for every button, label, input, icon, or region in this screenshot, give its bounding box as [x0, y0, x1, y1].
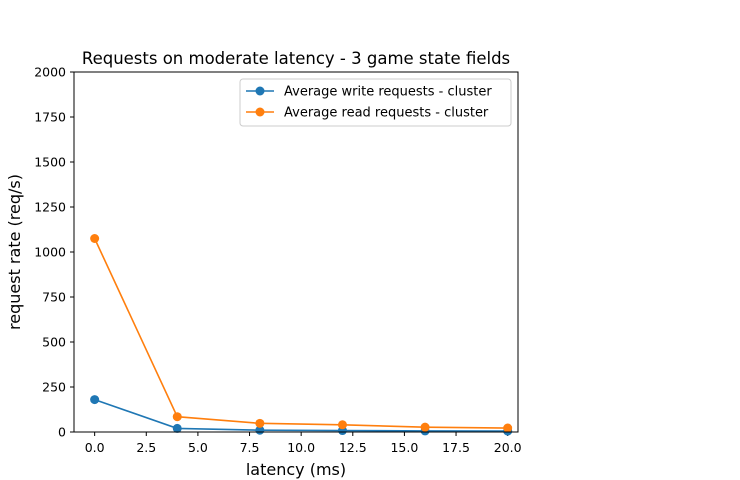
data-point-1 — [255, 418, 265, 428]
legend-box — [239, 78, 512, 127]
data-point-1 — [503, 423, 513, 433]
x-tick-label: 15.0 — [390, 440, 418, 455]
x-tick-label: 5.0 — [188, 440, 208, 455]
data-point-0 — [172, 423, 182, 433]
y-tick-label: 1000 — [34, 245, 66, 260]
legend: Average write requests - cluster Average … — [239, 78, 512, 127]
y-tick-label: 500 — [42, 335, 66, 350]
data-point-1 — [337, 420, 347, 430]
x-tick-label: 0.0 — [85, 440, 105, 455]
x-axis-title: latency (ms) — [246, 460, 346, 479]
series-layer — [90, 234, 513, 436]
data-point-1 — [90, 234, 100, 243]
legend-label: Average read requests - cluster — [284, 106, 489, 121]
y-tick-label: 250 — [42, 380, 66, 395]
data-point-1 — [172, 412, 182, 422]
y-tick-label: 0 — [58, 425, 66, 440]
y-tick-label: 750 — [42, 290, 66, 305]
chart-title: Requests on moderate latency - 3 game st… — [82, 49, 510, 68]
x-tick-label: 20.0 — [494, 440, 522, 455]
x-tick-label: 2.5 — [136, 440, 156, 455]
axis-ticks: 0.0 2.5 5.0 7.5 10.0 12.5 15.0 17.5 20.0 0 250 500 7… — [34, 65, 521, 456]
plot-frame — [73, 71, 519, 433]
x-tick-label: 12.5 — [339, 440, 367, 455]
y-tick-label: 1500 — [34, 155, 66, 170]
y-tick-label: 1750 — [34, 110, 66, 125]
x-tick-label: 17.5 — [442, 440, 470, 455]
x-tick-label: 10.0 — [287, 440, 315, 455]
y-tick-label: 2000 — [34, 65, 66, 80]
series-line-0 — [94, 398, 508, 432]
legend-marker — [255, 86, 265, 96]
data-point-1 — [420, 422, 430, 432]
data-point-0 — [90, 395, 100, 405]
legend-label: Average write requests - cluster — [284, 85, 492, 100]
series-line-1 — [93, 238, 508, 429]
legend-marker — [255, 107, 265, 117]
x-tick-label: 7.5 — [240, 440, 260, 455]
y-axis-title: request rate (req/s) — [5, 174, 24, 330]
y-tick-label: 1250 — [34, 200, 66, 215]
